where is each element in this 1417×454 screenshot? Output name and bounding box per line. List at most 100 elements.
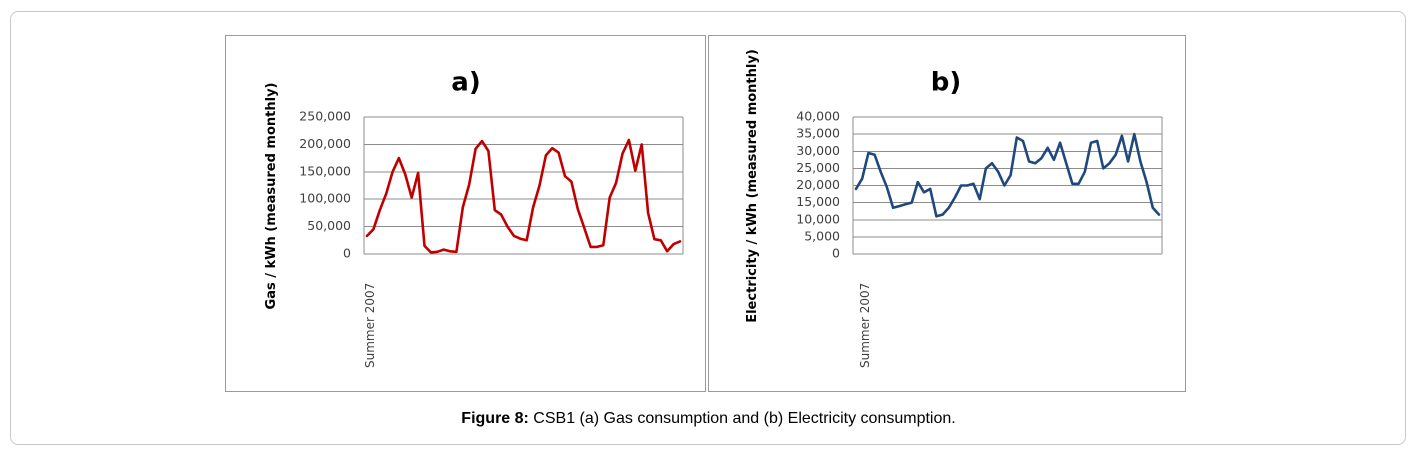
gas-data-point [545,154,547,156]
electricity-data-point [1022,140,1024,142]
gas-data-point [609,196,611,198]
gas-data-point [583,226,585,228]
electricity-data-point [1115,153,1117,155]
gas-data-point [411,196,413,198]
electricity-data-point [1009,174,1011,176]
gas-data-point [538,184,540,186]
gas-data-point [455,251,457,253]
electricity-data-point [880,171,882,173]
electricity-y-tick-label: 25,000 [796,160,840,175]
electricity-data-point [861,177,863,179]
electricity-data-point [898,205,900,207]
gas-chart: a) 0 50,000 100,000 150,000 200,000 250,000 Gas… [264,68,684,368]
electricity-y-tick-label: 20,000 [796,177,840,192]
gas-x-tick-label: Summer 2007 [363,283,377,368]
electricity-data-point [886,186,888,188]
gas-data-point [442,248,444,250]
electricity-data-point [960,184,962,186]
gas-data-point [481,140,483,142]
electricity-y-tick-label: 15,000 [796,194,840,209]
gas-data-point [372,228,374,230]
electricity-y-tick-label: 35,000 [796,126,840,141]
gas-y-tick-label: 150,000 [299,163,351,178]
electricity-data-point [972,183,974,185]
electricity-data-point [904,203,906,205]
gas-data-point [404,173,406,175]
caption-text: CSB1 (a) Gas consumption and (b) Electri… [528,410,956,427]
gas-data-point [660,239,662,241]
gas-data-point [449,250,451,252]
gas-data-point [506,225,508,227]
electricity-data-point [873,153,875,155]
figure-caption: Figure 8: CSB1 (a) Gas consumption and (… [0,410,1417,428]
gas-data-point [366,235,368,237]
electricity-data-point [941,213,943,215]
gas-data-point [525,239,527,241]
electricity-data-point [985,167,987,169]
electricity-data-point [1139,160,1141,162]
electricity-data-point [1059,141,1061,143]
gas-data-point [519,237,521,239]
electricity-data-point [855,188,857,190]
electricity-data-point [978,198,980,200]
electricity-data-point [954,196,956,198]
gas-data-point [653,238,655,240]
electricity-data-point [1046,147,1048,149]
electricity-chart-panel: b) 0 5,000 10,000 15,000 20,000 25,000 30,000 35… [708,35,1186,392]
gas-y-tick-label: 100,000 [299,191,351,206]
electricity-y-axis-label: Electricity / kWh (measured monthly) [745,49,760,323]
electricity-data-point [1065,162,1067,164]
electricity-data-point [867,152,869,154]
gas-data-point [513,235,515,237]
electricity-data-point [1102,167,1104,169]
electricity-data-point [1152,207,1154,209]
gas-data-point [462,206,464,208]
gas-data-point [640,143,642,145]
gas-data-point [436,251,438,253]
gas-data-point [379,209,381,211]
gas-data-point [551,147,553,149]
gas-data-point [621,153,623,155]
electricity-y-tick-label: 40,000 [796,109,840,124]
electricity-data-point [1108,162,1110,164]
electricity-data-point [1077,183,1079,185]
gas-data-point [596,246,598,248]
electricity-data-point [1158,213,1160,215]
electricity-data-point [1003,184,1005,186]
gas-data-point [666,250,668,252]
gas-chart-title: a) [451,68,480,98]
gas-y-axis-label: Gas / kWh (measured monthly) [264,83,279,310]
electricity-data-point [1034,162,1036,164]
electricity-data-point [1028,160,1030,162]
gas-data-point [679,240,681,242]
electricity-data-point [910,201,912,203]
electricity-x-tick-label: Summer 2007 [858,283,872,368]
electricity-data-point [923,191,925,193]
gas-data-point [615,182,617,184]
gas-data-point [494,209,496,211]
gas-data-point [564,175,566,177]
electricity-data-point [1133,133,1135,135]
gas-data-point [628,139,630,141]
electricity-data-point [892,207,894,209]
gas-y-tick-label: 200,000 [299,136,351,151]
gas-data-point [487,150,489,152]
electricity-data-point [948,207,950,209]
gas-data-point [602,244,604,246]
electricity-data-point [935,215,937,217]
gas-y-tick-label: 0 [343,246,351,261]
gas-data-point [647,212,649,214]
caption-label: Figure 8: [461,410,529,427]
electricity-data-point [997,171,999,173]
electricity-data-point [991,162,993,164]
electricity-data-point [966,184,968,186]
electricity-data-point [1096,140,1098,142]
electricity-data-point [1053,159,1055,161]
electricity-chart-title: b) [931,68,962,98]
gas-data-point [570,180,572,182]
electricity-y-tick-label: 30,000 [796,143,840,158]
electricity-data-point [1121,135,1123,137]
gas-chart-panel: a) 0 50,000 100,000 150,000 200,000 250,000 Gas… [225,35,706,392]
electricity-data-point [1145,181,1147,183]
electricity-data-point [1127,160,1129,162]
